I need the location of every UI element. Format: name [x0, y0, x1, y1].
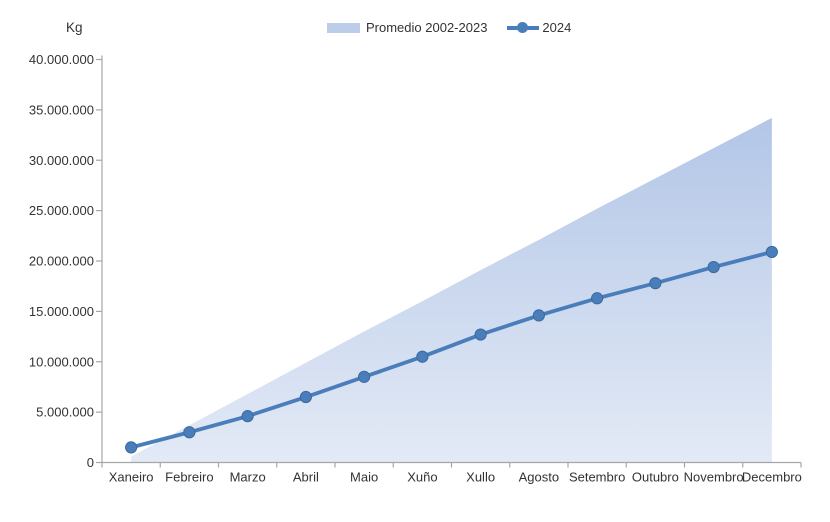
x-category-label: Decembro [742, 470, 802, 485]
area-swatch-icon [327, 22, 360, 33]
y-tick-label: 35.000.000 [29, 102, 94, 117]
data-point-marker [532, 309, 545, 322]
x-category-label: Xuño [407, 470, 437, 485]
axes [96, 55, 802, 468]
data-point-marker [707, 260, 720, 274]
x-category-labels: Xaneiro Febreiro Marzo Abril Maio Xuño Xullo Ag… [109, 470, 802, 485]
data-point-marker [125, 441, 138, 454]
data-point-marker [649, 277, 662, 290]
line-markers-2024 [125, 245, 778, 454]
data-point-marker [183, 426, 196, 439]
data-point-marker [416, 350, 429, 363]
marker-dot-icon [517, 22, 529, 33]
y-tick-label: 20.000.000 [29, 254, 94, 269]
x-category-label: Setembro [569, 470, 625, 485]
y-tick-label: 30.000.000 [29, 153, 94, 168]
x-category-label: Novembro [684, 470, 744, 485]
data-point-marker [299, 390, 312, 404]
legend-label-promedio: Promedio 2002-2023 [366, 20, 488, 35]
y-tick-label: 40.000.000 [29, 52, 94, 67]
x-category-label: Marzo [230, 470, 266, 485]
data-point-marker [241, 410, 254, 423]
x-category-label: Outubro [632, 470, 679, 485]
line-series-2024 [129, 250, 774, 450]
promedio-area-series [131, 117, 772, 463]
x-category-label: Abril [293, 470, 319, 485]
data-point-marker [591, 292, 604, 305]
y-tick-label: 0 [87, 455, 94, 470]
y-tick-label: 5.000.000 [36, 405, 94, 420]
x-category-label: Xaneiro [109, 470, 154, 485]
data-point-marker [474, 328, 487, 341]
y-tick-label: 25.000.000 [29, 203, 94, 218]
data-point-marker [765, 245, 778, 259]
y-tick-label: 10.000.000 [29, 354, 94, 369]
legend-label-2024: 2024 [542, 20, 572, 35]
x-category-label: Xullo [466, 470, 495, 485]
line-marker-icon [507, 22, 540, 33]
legend-item-2024: 2024 [507, 20, 571, 35]
data-point-marker [358, 370, 371, 383]
y-axis-unit-label: Kg [66, 20, 83, 35]
legend: Promedio 2002-2023 2024 [327, 20, 571, 35]
x-category-label: Maio [350, 470, 378, 485]
y-axis-tick-labels: 0 5.000.000 10.000.000 15.000.000 20.000.000… [29, 52, 94, 470]
x-category-label: Agosto [519, 470, 559, 485]
x-category-label: Febreiro [165, 470, 213, 485]
y-tick-label: 15.000.000 [29, 304, 94, 319]
legend-item-promedio: Promedio 2002-2023 [327, 20, 487, 35]
